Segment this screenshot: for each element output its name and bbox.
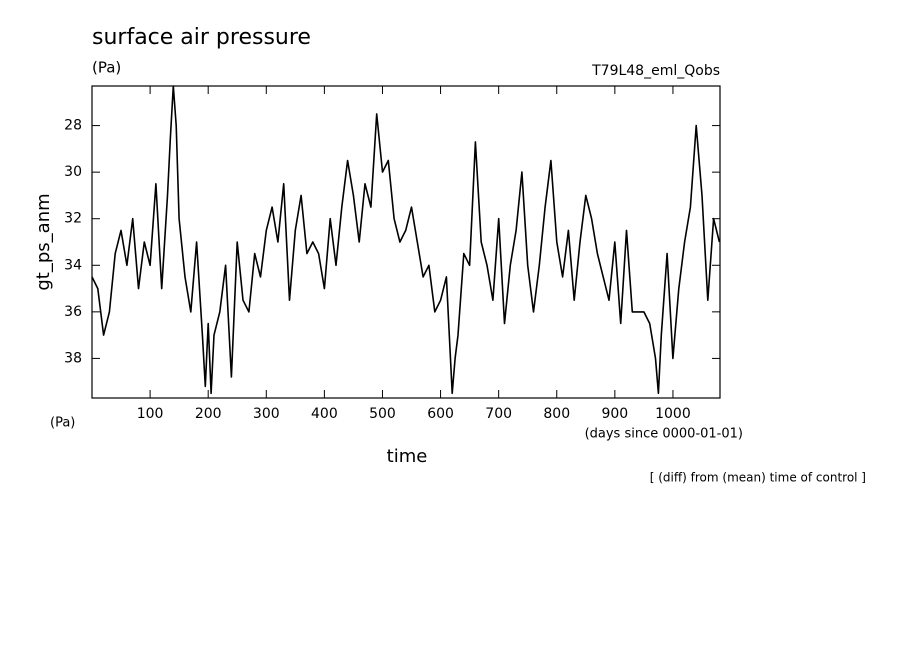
- y-tick-label: 28: [64, 118, 82, 134]
- y-axis-label: gt_ps_anm: [33, 193, 54, 290]
- y-tick-label: 32: [64, 211, 82, 227]
- x-tick-label: 700: [485, 406, 512, 422]
- x-tick-label: 200: [195, 406, 222, 422]
- y-tick-label: 38: [64, 350, 82, 366]
- chart-title: surface air pressure: [92, 25, 311, 50]
- x-units: (days since 0000-01-01): [585, 427, 743, 442]
- data-line: [91, 85, 721, 395]
- x-tick-label: 1000: [655, 406, 691, 422]
- note: [ (diff) from (mean) time of control ]: [650, 471, 866, 485]
- y-units: (Pa): [50, 416, 75, 431]
- x-tick-label: 400: [311, 406, 338, 422]
- x-tick-label: 600: [427, 406, 454, 422]
- y-tick-label: 36: [64, 304, 82, 320]
- x-tick-label: 300: [253, 406, 280, 422]
- plot-frame: [91, 85, 721, 399]
- y-tick-label: 34: [64, 257, 82, 273]
- x-axis-label: time: [387, 446, 428, 467]
- x-tick-label: 100: [137, 406, 164, 422]
- experiment-label: T79L48_eml_Qobs: [591, 63, 720, 79]
- x-tick-label: 500: [369, 406, 396, 422]
- x-tick-label: 900: [601, 406, 628, 422]
- x-tick-label: 800: [543, 406, 570, 422]
- title-units: (Pa): [92, 59, 121, 77]
- y-tick-label: 30: [64, 164, 82, 180]
